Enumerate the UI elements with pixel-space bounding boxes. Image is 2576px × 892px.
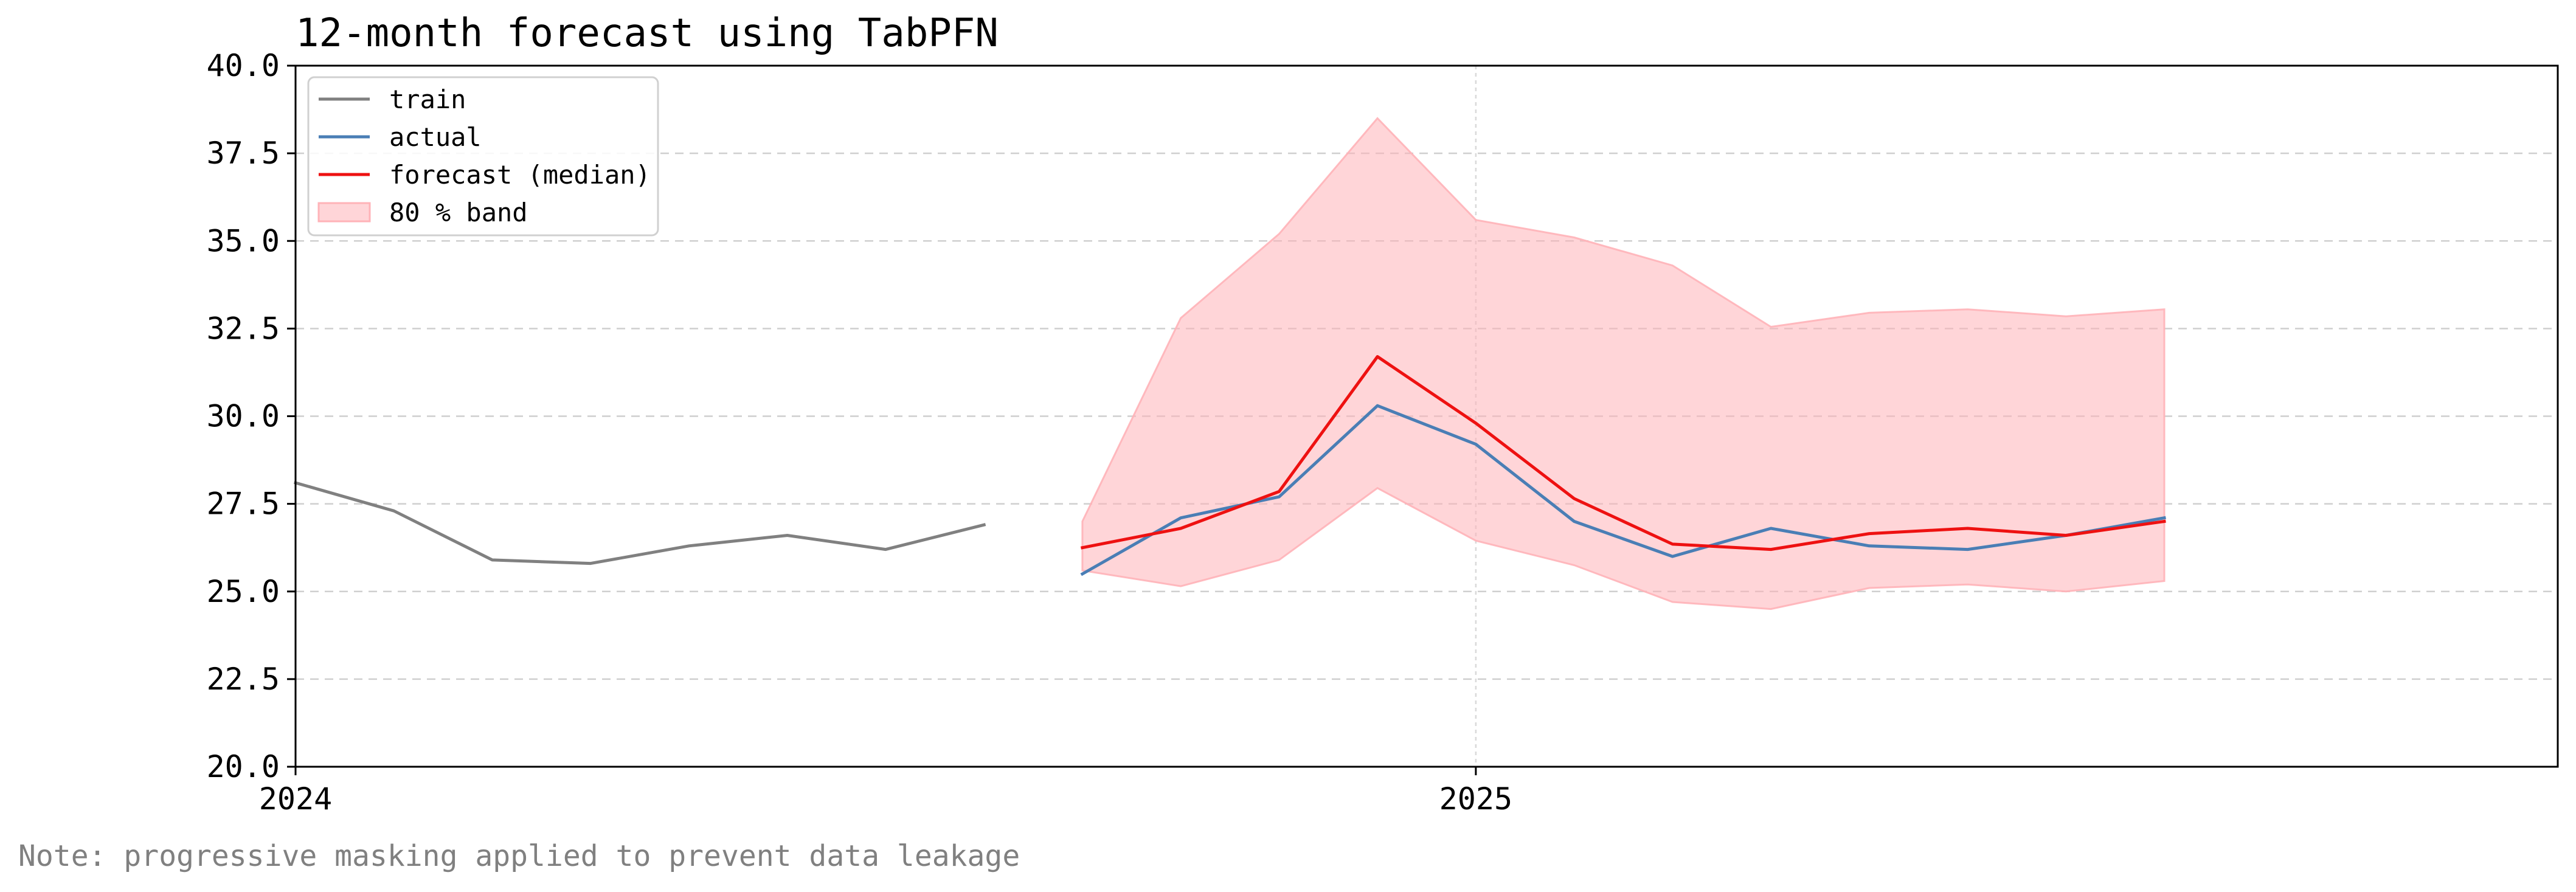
legend-swatch	[317, 202, 371, 223]
legend: train actual forecast (median) 80 % band	[307, 76, 659, 237]
legend-label: 80 % band	[389, 198, 528, 227]
band-layer	[1081, 117, 2166, 610]
legend-entries: train actual forecast (median) 80 % band	[317, 85, 651, 227]
legend-frame	[307, 76, 659, 237]
y-axis: 20.0 22.5 25.0 27.5 30.0 32.5 35.0 37.5 40.0	[207, 48, 296, 784]
band-80-percent	[1081, 117, 2166, 610]
x-tick-label: 2025	[1439, 781, 1512, 817]
y-tick-label: 35.0	[207, 223, 280, 258]
chart-title: 12-month forecast using TabPFN	[296, 11, 999, 56]
series-layer	[293, 355, 2166, 576]
x-axis: 2024 2025	[259, 767, 1512, 817]
y-tick-label: 30.0	[207, 399, 280, 434]
y-tick-label: 20.0	[207, 749, 280, 784]
series-line-forecast-median	[1080, 355, 2166, 551]
legend-label: actual	[389, 122, 482, 152]
y-tick-label: 25.0	[207, 574, 280, 609]
y-tick-label: 32.5	[207, 311, 280, 346]
footnote: Note: progressive masking applied to pre…	[18, 839, 1020, 873]
series-line-actual	[1080, 404, 2166, 576]
y-tick-label: 27.5	[207, 486, 280, 522]
plot-area	[293, 64, 2559, 768]
y-tick-label: 40.0	[207, 48, 280, 83]
x-tick-label: 2024	[259, 781, 332, 817]
legend-label: forecast (median)	[389, 160, 651, 190]
series-line-train	[293, 480, 986, 565]
y-tick-label: 22.5	[207, 662, 280, 697]
y-tick-label: 37.5	[207, 136, 280, 171]
legend-label: train	[389, 85, 466, 114]
